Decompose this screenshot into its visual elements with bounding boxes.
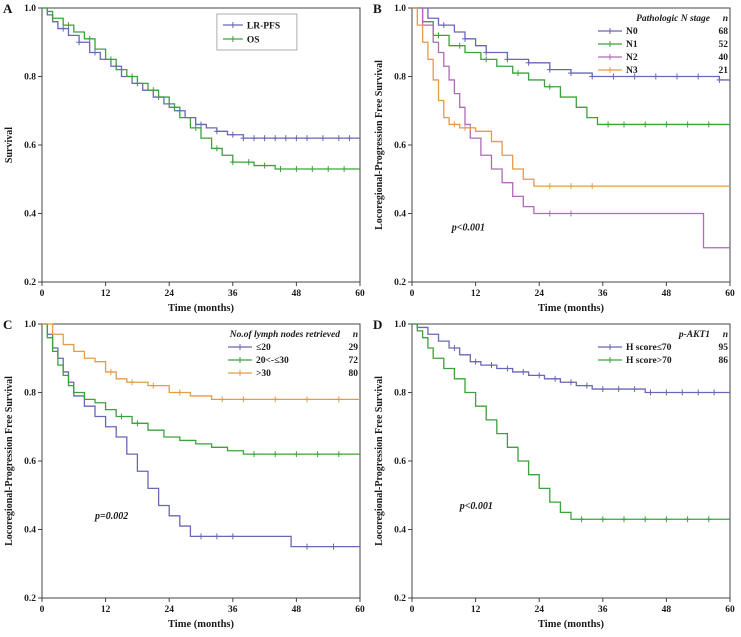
svg-text:0.8: 0.8 xyxy=(24,73,36,83)
svg-text:LR-PFS: LR-PFS xyxy=(247,22,280,32)
svg-text:0: 0 xyxy=(40,289,45,299)
svg-text:N2: N2 xyxy=(626,53,638,63)
svg-text:n: n xyxy=(353,330,358,340)
svg-text:p<0.001: p<0.001 xyxy=(451,223,485,234)
panel-D-chart: 0 12 24 36 48 60 0.2 0.4 0.6 0.8 1.0 Time (months) L… xyxy=(370,316,740,632)
svg-text:60: 60 xyxy=(725,605,735,615)
svg-text:60: 60 xyxy=(355,605,365,615)
svg-text:0.2: 0.2 xyxy=(394,278,406,288)
svg-text:H score≤70: H score≤70 xyxy=(626,343,672,353)
svg-text:0: 0 xyxy=(40,605,45,615)
svg-text:Locoregional-Progression Free: Locoregional-Progression Free Survival xyxy=(374,376,385,546)
svg-text:12: 12 xyxy=(101,605,111,615)
svg-text:72: 72 xyxy=(349,356,359,366)
svg-text:Time (months): Time (months) xyxy=(538,619,605,630)
svg-text:36: 36 xyxy=(228,289,238,299)
svg-text:80: 80 xyxy=(349,369,359,379)
svg-text:36: 36 xyxy=(228,605,238,615)
svg-text:0: 0 xyxy=(410,605,415,615)
svg-text:60: 60 xyxy=(355,289,365,299)
svg-text:1.0: 1.0 xyxy=(394,4,406,14)
svg-text:0.6: 0.6 xyxy=(24,457,36,467)
svg-text:Survival: Survival xyxy=(4,127,15,163)
svg-text:68: 68 xyxy=(719,27,729,37)
svg-text:N3: N3 xyxy=(626,66,638,76)
svg-text:12: 12 xyxy=(471,289,481,299)
svg-text:Pathologic N stage: Pathologic N stage xyxy=(636,14,711,24)
svg-text:24: 24 xyxy=(534,605,544,615)
svg-text:OS: OS xyxy=(247,36,260,46)
svg-text:0.4: 0.4 xyxy=(24,526,36,536)
svg-text:N1: N1 xyxy=(626,40,638,50)
panel-A: A 0 12 24 36 48 60 0.2 0.4 0.6 0.8 1.0 Time (months… xyxy=(0,0,370,316)
svg-text:0.8: 0.8 xyxy=(24,389,36,399)
panel-C: C 0 12 24 36 48 60 0.2 0.4 0.6 0.8 1.0 Time (months… xyxy=(0,316,370,633)
svg-text:0.4: 0.4 xyxy=(394,526,406,536)
panel-A-label: A xyxy=(3,1,13,16)
panel-B: B 0 12 24 36 48 60 0.2 0.4 0.6 0.8 1.0 Time (months… xyxy=(370,0,741,316)
svg-text:52: 52 xyxy=(719,40,729,50)
svg-text:0.4: 0.4 xyxy=(394,210,406,220)
panel-B-label: B xyxy=(373,1,382,16)
svg-text:12: 12 xyxy=(101,289,111,299)
panel-C-label: C xyxy=(3,317,13,332)
svg-text:p=0.002: p=0.002 xyxy=(94,511,128,522)
panel-D-label: D xyxy=(373,317,383,332)
svg-text:36: 36 xyxy=(598,605,608,615)
svg-text:Time (months): Time (months) xyxy=(538,303,605,314)
svg-text:p-AKT1: p-AKT1 xyxy=(678,330,710,340)
svg-text:0.2: 0.2 xyxy=(24,594,36,604)
svg-text:0.8: 0.8 xyxy=(394,73,406,83)
svg-text:24: 24 xyxy=(534,289,544,299)
svg-text:86: 86 xyxy=(719,356,729,366)
svg-text:24: 24 xyxy=(164,605,174,615)
svg-text:0.6: 0.6 xyxy=(394,141,406,151)
panel-A-chart: 0 12 24 36 48 60 0.2 0.4 0.6 0.8 1.0 Time (months) S… xyxy=(0,0,370,316)
svg-text:12: 12 xyxy=(471,605,481,615)
svg-text:Time (months): Time (months) xyxy=(168,303,235,314)
svg-text:N0: N0 xyxy=(626,27,638,37)
svg-text:1.0: 1.0 xyxy=(24,320,36,330)
svg-text:0.8: 0.8 xyxy=(394,389,406,399)
svg-text:Locoregional-Progression Free: Locoregional-Progression Free Survival xyxy=(4,376,15,546)
panel-C-chart: 0 12 24 36 48 60 0.2 0.4 0.6 0.8 1.0 Time (months) L… xyxy=(0,316,370,632)
svg-text:Locoregional-Progression Free: Locoregional-Progression Free Survival xyxy=(374,60,385,230)
svg-text:1.0: 1.0 xyxy=(24,4,36,14)
svg-text:95: 95 xyxy=(719,343,729,353)
svg-text:Time (months): Time (months) xyxy=(168,619,235,630)
svg-text:0.4: 0.4 xyxy=(24,210,36,220)
svg-text:60: 60 xyxy=(725,289,735,299)
svg-text:>30: >30 xyxy=(256,369,271,379)
panel-D: D 0 12 24 36 48 60 0.2 0.4 0.6 0.8 1.0 Time (months… xyxy=(370,316,741,633)
svg-text:0.2: 0.2 xyxy=(24,278,36,288)
svg-text:48: 48 xyxy=(292,605,302,615)
svg-text:0: 0 xyxy=(410,289,415,299)
svg-text:0.6: 0.6 xyxy=(24,141,36,151)
svg-text:48: 48 xyxy=(292,289,302,299)
svg-text:n: n xyxy=(723,14,728,24)
svg-text:1.0: 1.0 xyxy=(394,320,406,330)
svg-text:H score>70: H score>70 xyxy=(626,356,672,366)
svg-text:24: 24 xyxy=(164,289,174,299)
svg-text:p<0.001: p<0.001 xyxy=(459,501,493,512)
svg-text:48: 48 xyxy=(662,605,672,615)
svg-text:≤20: ≤20 xyxy=(256,343,271,353)
panel-B-chart: 0 12 24 36 48 60 0.2 0.4 0.6 0.8 1.0 Time (months) L… xyxy=(370,0,740,316)
svg-text:0.6: 0.6 xyxy=(394,457,406,467)
svg-text:29: 29 xyxy=(349,343,359,353)
svg-text:0.2: 0.2 xyxy=(394,594,406,604)
svg-text:n: n xyxy=(723,330,728,340)
svg-text:48: 48 xyxy=(662,289,672,299)
svg-text:40: 40 xyxy=(719,53,729,63)
svg-text:20<-≤30: 20<-≤30 xyxy=(256,356,289,366)
svg-text:36: 36 xyxy=(598,289,608,299)
svg-text:21: 21 xyxy=(719,66,729,76)
svg-text:No.of lymph nodes retrieved: No.of lymph nodes retrieved xyxy=(229,330,341,340)
